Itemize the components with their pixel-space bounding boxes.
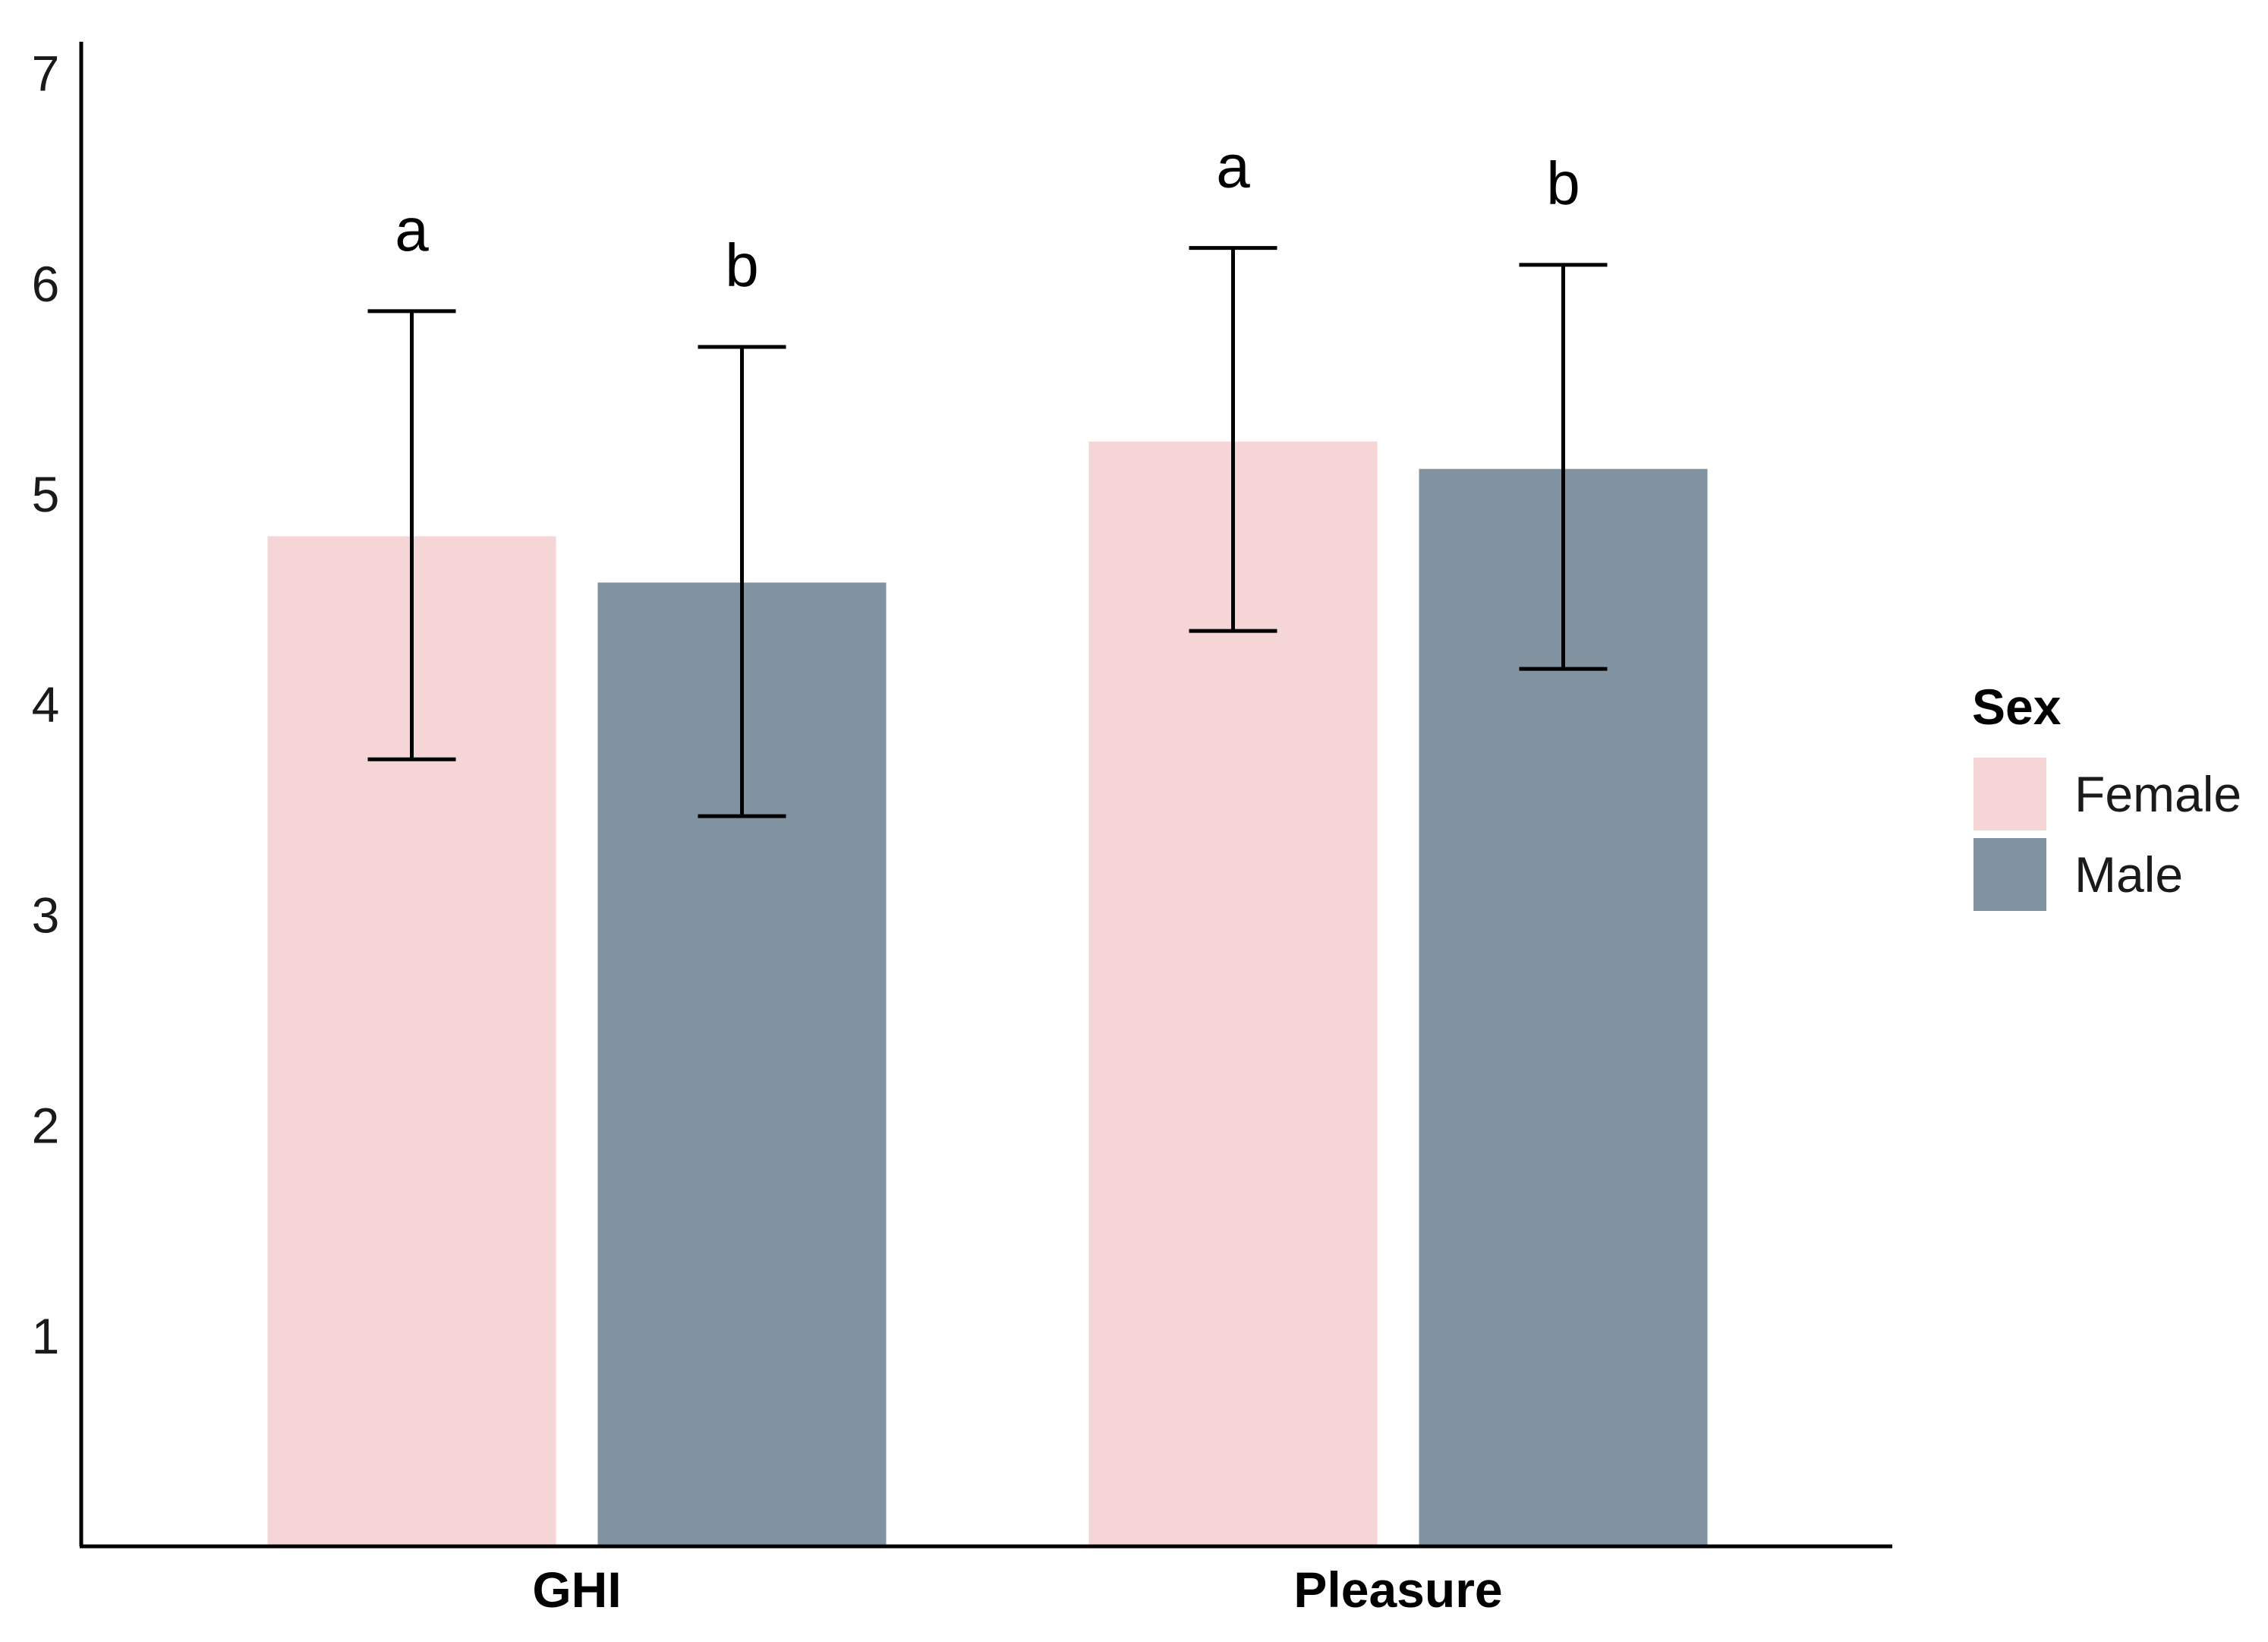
error-bar-ghi-female: [367, 309, 456, 761]
significance-label: a: [395, 196, 429, 263]
y-axis-ticks: 1 2 3 4 5 6 7: [32, 46, 60, 1364]
x-tick-label-ghi: GHI: [532, 1562, 621, 1618]
significance-label: a: [1216, 133, 1250, 200]
significance-labels: a b a b: [395, 133, 1580, 299]
legend-items: Female Male: [1973, 758, 2241, 911]
y-tick-label: 7: [32, 46, 60, 102]
bars: [267, 441, 1708, 1547]
legend-swatch-female: [1973, 758, 2046, 830]
x-axis-labels: GHI Pleasure: [532, 1562, 1502, 1618]
error-bar-ghi-male: [698, 345, 786, 818]
y-tick-label: 6: [32, 256, 60, 312]
legend-label-male: Male: [2074, 846, 2183, 903]
legend-title: Sex: [1972, 679, 2062, 735]
error-bar-pleasure-male: [1519, 263, 1608, 671]
y-tick-label: 5: [32, 466, 60, 522]
legend-swatch-male: [1973, 838, 2046, 911]
y-tick-label: 2: [32, 1098, 60, 1154]
significance-label: b: [725, 232, 759, 299]
legend-label-female: Female: [2074, 766, 2241, 822]
y-tick-label: 1: [32, 1308, 60, 1364]
error-bar-pleasure-female: [1189, 246, 1277, 633]
y-tick-label: 3: [32, 887, 60, 943]
x-tick-label-pleasure: Pleasure: [1293, 1562, 1502, 1618]
legend: Sex Female Male: [1972, 679, 2241, 911]
y-tick-label: 4: [32, 676, 60, 733]
significance-label: b: [1546, 150, 1580, 217]
error-bars: [367, 246, 1608, 818]
